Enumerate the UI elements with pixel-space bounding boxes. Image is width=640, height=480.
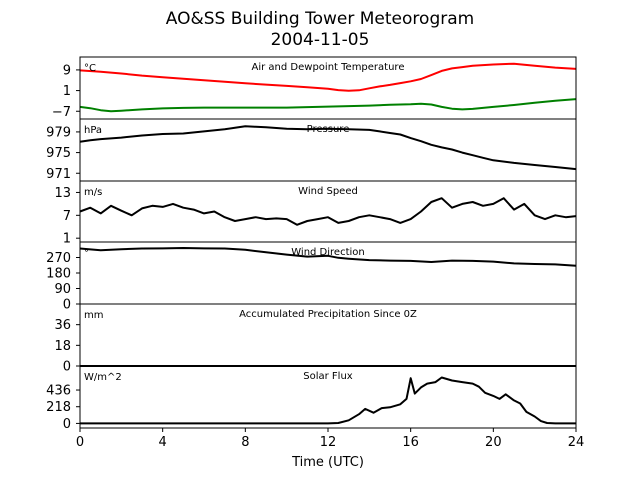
panel-0-unit-label: °C — [84, 63, 96, 74]
panel-5-unit-label: W/m^2 — [84, 372, 122, 383]
panel-1-series-0 — [79, 125, 577, 171]
x-tick-label-5: 20 — [485, 435, 502, 450]
panel-0-series-1 — [79, 98, 577, 113]
panel-3-series-0 — [79, 247, 577, 267]
panel-0-series-0 — [79, 62, 577, 92]
panel-5-ytick-label-1: 218 — [46, 400, 71, 415]
panel-1-ytick-label-2: 971 — [46, 167, 71, 182]
figure-title-line1: AO&SS Building Tower Meteorogram — [166, 9, 474, 29]
x-tick-label-1: 4 — [159, 435, 167, 450]
x-axis: 0 4 8 12 16 20 24 — [76, 428, 584, 450]
x-axis-label: Time (UTC) — [291, 455, 364, 470]
panel-0-ytick-label-1: 1 — [63, 84, 71, 99]
panel-2-ytick-label-2: 1 — [63, 232, 71, 247]
panel-0-title: Air and Dewpoint Temperature — [252, 62, 405, 73]
panel-0-ytick-label-0: 9 — [63, 63, 71, 78]
panel-0: 9 1 −7 °C Air and Dewpoint Temperature — [52, 56, 577, 120]
panel-1: 979 975 971 hPa Pressure — [46, 118, 577, 182]
panel-1-ytick-label-0: 979 — [46, 125, 71, 140]
x-tick-label-3: 12 — [320, 435, 337, 450]
panel-3-ytick-label-2: 90 — [54, 282, 71, 297]
panel-2-title: Wind Speed — [298, 186, 358, 197]
x-tick-label-6: 24 — [568, 435, 585, 450]
panel-4-ytick-label-1: 18 — [54, 339, 71, 354]
panel-2-series-0 — [79, 197, 577, 226]
x-tick-label-2: 8 — [241, 435, 249, 450]
panel-2-ytick-label-0: 13 — [54, 186, 71, 201]
figure-title-line2: 2004-11-05 — [271, 30, 370, 50]
panel-3-title: Wind Direction — [291, 247, 365, 258]
panel-3-ytick-label-3: 0 — [63, 298, 71, 313]
panel-2-ytick-label-1: 7 — [63, 209, 71, 224]
panel-3-ytick-label-0: 270 — [46, 251, 71, 266]
panel-5-ytick-label-0: 0 — [63, 417, 71, 432]
panel-3-ytick-label-1: 180 — [46, 267, 71, 282]
panel-5-series-0 — [80, 376, 576, 425]
panel-1-unit-label: hPa — [84, 125, 102, 136]
panel-2: 13 7 1 m/s Wind Speed — [54, 180, 577, 247]
panel-1-title: Pressure — [307, 124, 350, 135]
panel-4: 0 18 36 mm Accumulated Precipitation Since 0… — [54, 303, 577, 375]
panel-4-unit-label: mm — [84, 310, 103, 321]
panel-3-unit-label: ° — [84, 248, 89, 259]
panel-5-ytick-label-2: 436 — [46, 384, 71, 399]
panel-4-ytick-label-0: 0 — [63, 360, 71, 375]
panels-group: 9 1 −7 °C Air and Dewpoint Temperature 979 975… — [46, 56, 577, 432]
panel-4-title: Accumulated Precipitation Since 0Z — [239, 309, 417, 320]
panel-0-ytick-label-2: −7 — [52, 105, 71, 120]
panel-5-title: Solar Flux — [303, 371, 353, 382]
panel-1-ytick-label-1: 975 — [46, 146, 71, 161]
x-tick-label-0: 0 — [76, 435, 84, 450]
x-tick-label-4: 16 — [402, 435, 419, 450]
panel-2-unit-label: m/s — [84, 187, 102, 198]
panel-4-ytick-label-2: 36 — [54, 318, 71, 333]
